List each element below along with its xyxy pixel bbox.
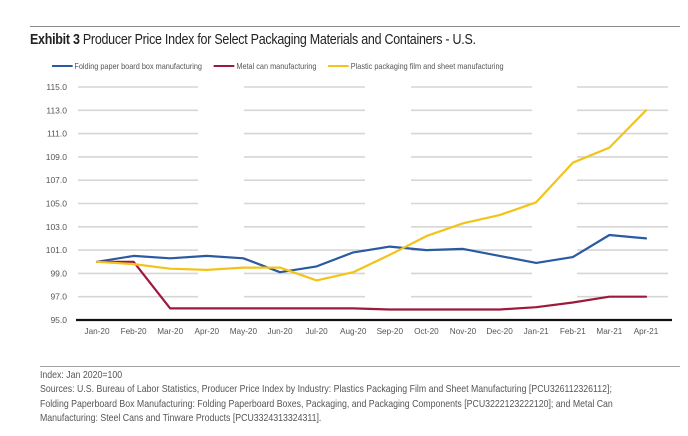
legend-swatch-metal-can <box>214 65 235 67</box>
y-tick-label: 107.0 <box>46 175 68 185</box>
x-tick-label: Nov-20 <box>450 327 477 336</box>
series-lines <box>95 109 648 311</box>
x-tick-label: May-20 <box>230 327 258 336</box>
series-line-folding-paperboard <box>95 233 648 274</box>
chart-title: Exhibit 3 Producer Price Index for Selec… <box>30 32 476 48</box>
x-tick-label: Mar-20 <box>157 327 183 336</box>
x-axis-ticks: Jan-20 Feb-20 Mar-20 Apr-20 May-20 Jun-20 Jul-… <box>84 327 658 336</box>
footnotes: Index: Jan 2020=100 Sources: U.S. Bureau… <box>40 369 659 426</box>
legend-label: Plastic packaging film and sheet manufac… <box>350 61 504 71</box>
x-tick-label: Dec-20 <box>486 327 513 336</box>
y-tick-label: 115.0 <box>46 82 67 92</box>
gridlines <box>78 86 668 298</box>
y-tick-label: 95.0 <box>50 315 67 325</box>
legend-label: Folding paper board box manufacturing <box>74 61 202 71</box>
sources-line: Folding Paperboard Box Manufacturing: Fo… <box>40 398 613 410</box>
y-tick-label: 103.0 <box>46 222 68 232</box>
legend-item-plastic-film: Plastic packaging film and sheet manufac… <box>328 61 504 71</box>
x-tick-label: Jan-21 <box>524 327 549 336</box>
sources-line: Sources: U.S. Bureau of Labor Statistics… <box>40 384 612 396</box>
x-tick-label: Feb-20 <box>121 327 147 336</box>
y-tick-label: 105.0 <box>46 199 68 209</box>
series-line-plastic-film <box>95 109 648 282</box>
legend-item-folding-paperboard: Folding paper board box manufacturing <box>52 61 202 71</box>
legend-swatch-plastic-film <box>328 65 350 67</box>
title-text: Producer Price Index for Select Packagin… <box>82 32 476 48</box>
x-tick-label: Mar-21 <box>596 327 622 336</box>
x-tick-label: Feb-21 <box>560 327 586 336</box>
x-tick-label: Apr-20 <box>195 327 220 336</box>
sources-line: Manufacturing: Steel Cans and Tinware Pr… <box>40 412 322 424</box>
x-tick-label: Sep-20 <box>377 327 404 336</box>
legend-swatch-folding-paperboard <box>52 65 73 67</box>
x-tick-label: Jan-20 <box>84 327 109 336</box>
legend-item-metal-can: Metal can manufacturing <box>214 61 316 71</box>
legend: Folding paper board box manufacturing Me… <box>52 61 516 71</box>
y-tick-label: 101.0 <box>46 245 68 255</box>
y-tick-label: 99.0 <box>50 268 67 278</box>
exhibit-label: Exhibit 3 <box>30 32 80 48</box>
series-line-metal-can <box>95 260 648 311</box>
index-note: Index: Jan 2020=100 <box>40 370 123 381</box>
x-tick-label: Oct-20 <box>414 327 439 336</box>
y-tick-label: 109.0 <box>46 152 68 162</box>
x-tick-label: Jun-20 <box>267 327 292 336</box>
y-tick-label: 111.0 <box>47 129 67 139</box>
footer-divider <box>40 366 680 367</box>
x-tick-label: Apr-21 <box>634 327 659 336</box>
y-axis-ticks: 95.0 97.0 99.0 101.0 103.0 105.0 107.0 109.0 111… <box>46 82 68 325</box>
x-tick-label: Aug-20 <box>340 327 367 336</box>
y-tick-label: 97.0 <box>50 292 67 302</box>
x-tick-label: Jul-20 <box>305 327 328 336</box>
y-tick-label: 113.0 <box>46 105 67 115</box>
legend-label: Metal can manufacturing <box>236 61 317 71</box>
top-divider <box>30 26 680 27</box>
